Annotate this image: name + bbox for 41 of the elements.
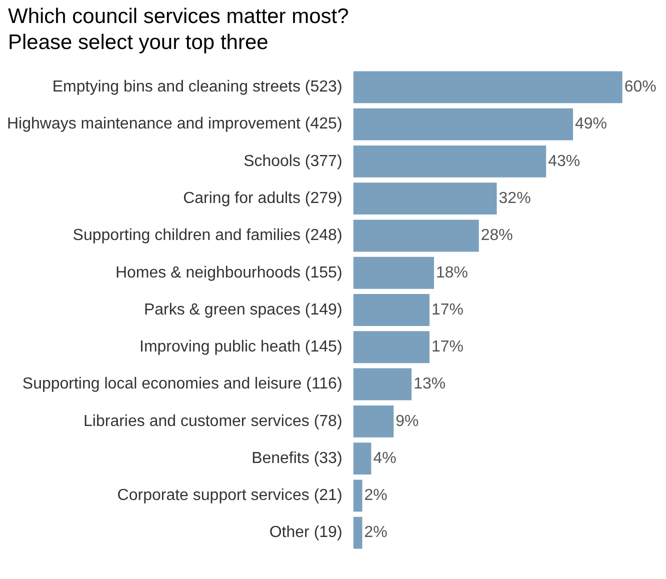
- bar: [353, 442, 372, 475]
- y-tick-label: Supporting local economies and leisure (116): [22, 376, 342, 393]
- y-tick-label: Schools (377): [244, 152, 342, 170]
- y-tick-label: Other (19): [269, 524, 342, 542]
- bar: [353, 220, 479, 252]
- data-label: 9%: [396, 412, 419, 430]
- bar: [353, 368, 412, 400]
- bar: [353, 256, 434, 289]
- data-label: 2%: [364, 487, 388, 504]
- data-label: 28%: [480, 227, 513, 244]
- y-tick-label: Libraries and customer services (78): [84, 412, 342, 430]
- y-tick-label: Benefits (33): [252, 450, 342, 467]
- y-tick-label: Homes & neighbourhoods (155): [115, 264, 342, 282]
- y-tick-label: Supporting children and families (248): [72, 227, 342, 244]
- data-label: 60%: [624, 78, 656, 96]
- data-label: 17%: [432, 301, 464, 318]
- data-label: 49%: [575, 116, 608, 133]
- data-label: 17%: [432, 338, 464, 356]
- y-tick-label: Parks & green spaces (149): [144, 301, 342, 318]
- bar: [353, 480, 362, 512]
- y-tick-label: Corporate support services (21): [117, 487, 342, 504]
- data-label: 4%: [373, 450, 396, 467]
- y-tick-label: Emptying bins and cleaning streets (523): [52, 78, 342, 96]
- bar: [353, 145, 546, 178]
- bar: [353, 182, 497, 215]
- bar: [353, 294, 430, 326]
- data-label: 43%: [548, 152, 580, 170]
- bar: [353, 405, 394, 438]
- data-label: 2%: [364, 524, 388, 542]
- data-label: 13%: [414, 376, 446, 393]
- y-tick-label: Caring for adults (279): [183, 190, 342, 207]
- y-tick-label: Improving public heath (145): [140, 338, 342, 356]
- bar: [353, 516, 362, 549]
- text: Please select your top three: [8, 30, 270, 56]
- text: Which council services matter most?: [8, 4, 350, 30]
- y-tick-label: Highways maintenance and improvement (425): [7, 116, 342, 133]
- bar: [353, 331, 430, 364]
- data-label: 18%: [436, 264, 468, 282]
- data-label: 32%: [498, 190, 531, 207]
- bar: [353, 108, 574, 140]
- bar: [353, 71, 622, 104]
